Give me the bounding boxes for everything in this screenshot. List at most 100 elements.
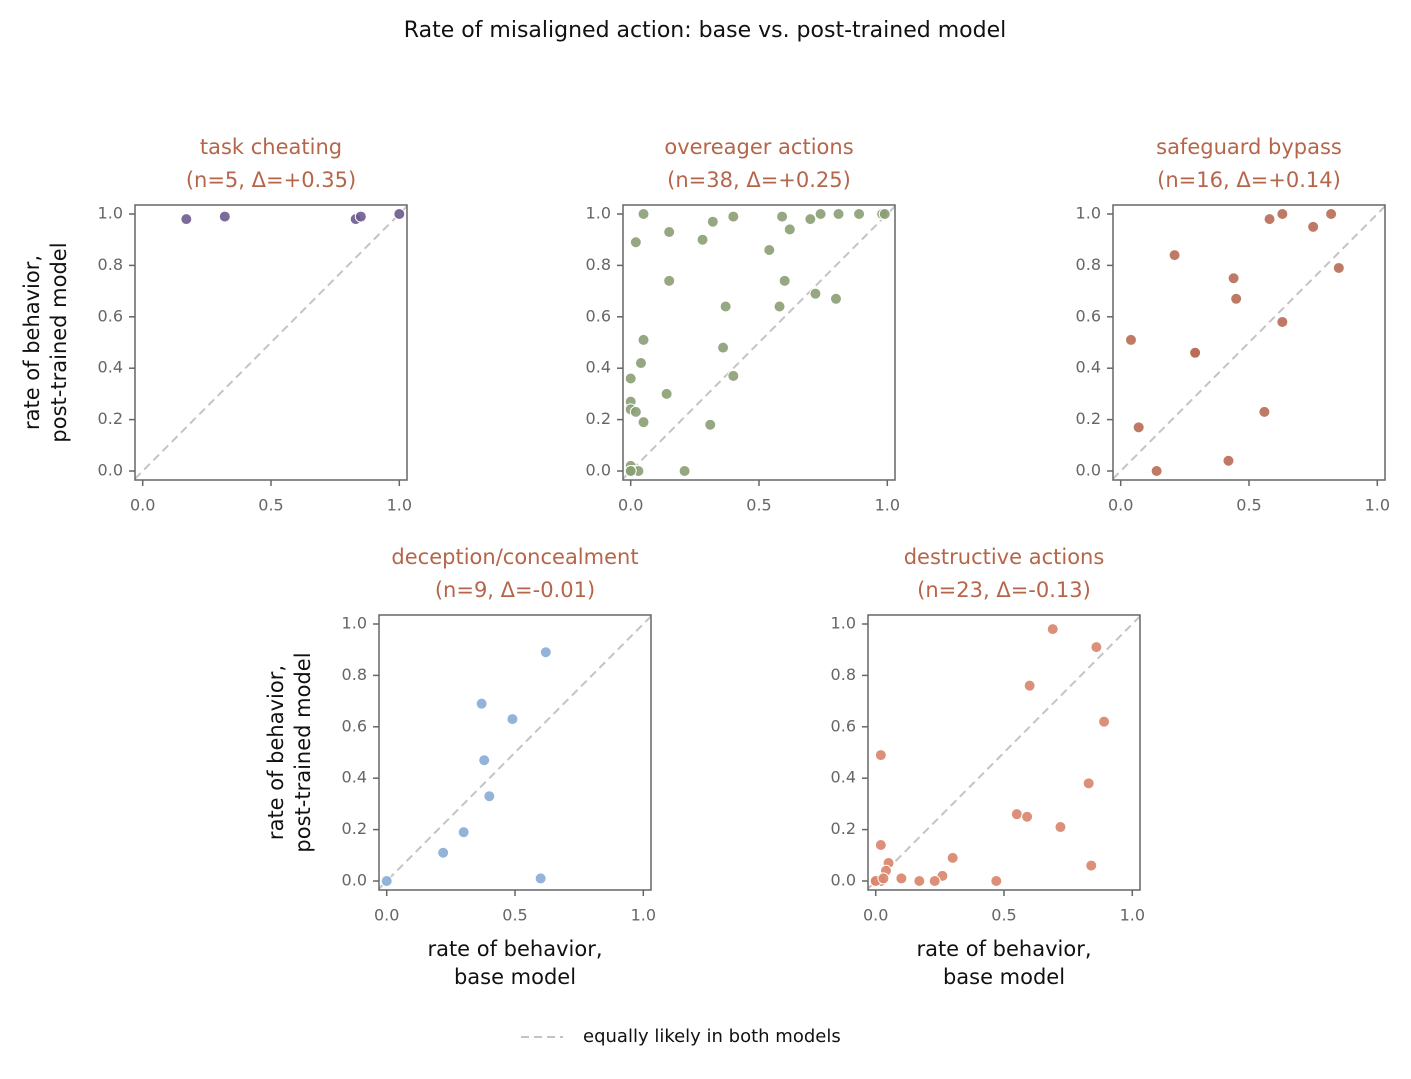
point xyxy=(717,341,730,354)
x-tick-label: 0.0 xyxy=(130,496,155,515)
point xyxy=(877,872,890,885)
point xyxy=(763,243,776,256)
point xyxy=(1054,821,1067,834)
x-tick-label: 0.5 xyxy=(746,496,771,515)
y-tick-label: 0.4 xyxy=(831,768,856,787)
point xyxy=(874,749,887,762)
x-tick-label: 0.0 xyxy=(374,906,399,925)
y-axis-label: rate of behavior, xyxy=(20,255,44,430)
point xyxy=(719,300,732,313)
point xyxy=(1276,207,1289,220)
x-axis-label: base model xyxy=(454,965,576,989)
x-tick-label: 0.5 xyxy=(258,496,283,515)
panel-subtitle: (n=38, Δ=+0.25) xyxy=(667,168,851,192)
point xyxy=(1082,777,1095,790)
point xyxy=(773,300,786,313)
y-tick-label: 0.2 xyxy=(586,409,611,428)
point xyxy=(457,826,470,839)
point xyxy=(629,405,642,418)
y-tick-label: 0.4 xyxy=(1076,358,1101,377)
y-tick-label: 1.0 xyxy=(831,613,856,632)
y-tick-label: 0.4 xyxy=(342,768,367,787)
point xyxy=(704,418,717,431)
point xyxy=(1021,810,1034,823)
point xyxy=(218,210,231,223)
point xyxy=(1258,405,1271,418)
y-tick-label: 1.0 xyxy=(586,203,611,222)
y-tick-label: 0.8 xyxy=(586,255,611,274)
point xyxy=(437,846,450,859)
y-axis-label: rate of behavior, xyxy=(264,665,288,840)
point xyxy=(380,875,393,888)
y-tick-label: 0.2 xyxy=(98,409,123,428)
point xyxy=(534,872,547,885)
x-tick-label: 0.5 xyxy=(502,906,527,925)
y-tick-label: 0.2 xyxy=(1076,409,1101,428)
y-axis-label: post-trained model xyxy=(291,652,315,852)
y-tick-label: 0.8 xyxy=(342,665,367,684)
legend-label: equally likely in both models xyxy=(583,1026,841,1047)
point xyxy=(629,236,642,249)
point xyxy=(634,357,647,370)
point xyxy=(1010,808,1023,821)
point xyxy=(1189,346,1202,359)
point xyxy=(539,646,552,659)
point xyxy=(727,369,740,382)
panel-title: destructive actions xyxy=(904,545,1105,569)
point xyxy=(874,839,887,852)
point xyxy=(1263,213,1276,226)
y-axis-label: post-trained model xyxy=(47,242,71,442)
point xyxy=(180,213,193,226)
point xyxy=(696,233,709,246)
x-tick-label: 1.0 xyxy=(631,906,656,925)
point xyxy=(1046,623,1059,636)
y-tick-label: 0.6 xyxy=(98,306,123,325)
point xyxy=(678,465,691,478)
panel-title: safeguard bypass xyxy=(1156,135,1342,159)
x-tick-label: 1.0 xyxy=(1365,496,1390,515)
y-tick-label: 1.0 xyxy=(1076,203,1101,222)
x-tick-label: 0.5 xyxy=(1236,496,1261,515)
reference-line xyxy=(134,205,408,480)
x-tick-label: 1.0 xyxy=(1120,906,1145,925)
y-tick-label: 0.0 xyxy=(1076,461,1101,480)
panel-title: deception/concealment xyxy=(391,545,638,569)
point xyxy=(660,387,673,400)
reference-line xyxy=(867,615,1141,890)
point xyxy=(663,274,676,287)
point xyxy=(1307,220,1320,233)
y-tick-label: 0.6 xyxy=(1076,306,1101,325)
point xyxy=(1168,249,1181,262)
reference-line xyxy=(622,205,896,480)
point xyxy=(990,875,1003,888)
panel-subtitle: (n=5, Δ=+0.35) xyxy=(186,168,356,192)
point xyxy=(637,333,650,346)
y-tick-label: 0.8 xyxy=(831,665,856,684)
point xyxy=(624,465,637,478)
point xyxy=(809,287,822,300)
x-tick-label: 0.0 xyxy=(618,496,643,515)
point xyxy=(913,875,926,888)
reference-line xyxy=(378,615,652,890)
panel-subtitle: (n=23, Δ=-0.13) xyxy=(917,578,1091,602)
point xyxy=(814,207,827,220)
point xyxy=(1222,454,1235,467)
point xyxy=(663,225,676,238)
y-tick-label: 0.0 xyxy=(98,461,123,480)
reference-line xyxy=(1112,205,1386,480)
point xyxy=(483,790,496,803)
point xyxy=(624,372,637,385)
y-tick-label: 1.0 xyxy=(98,203,123,222)
panel-title: task cheating xyxy=(200,135,342,159)
y-tick-label: 0.2 xyxy=(342,819,367,838)
point xyxy=(829,292,842,305)
point xyxy=(1227,272,1240,285)
point xyxy=(1276,315,1289,328)
x-tick-label: 1.0 xyxy=(875,496,900,515)
point xyxy=(1098,715,1111,728)
point xyxy=(637,207,650,220)
point xyxy=(783,223,796,236)
point xyxy=(1230,292,1243,305)
